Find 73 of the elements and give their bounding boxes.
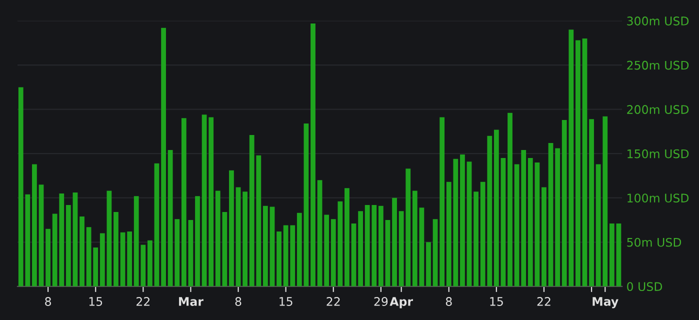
bar	[296, 212, 302, 286]
bar	[351, 224, 356, 286]
bar	[310, 23, 316, 286]
x-tick-label: Apr	[390, 297, 413, 308]
y-tick-label: 100m USD	[628, 194, 689, 203]
bar	[270, 206, 275, 286]
x-tick-label: 15	[89, 297, 102, 306]
bar	[358, 211, 363, 286]
x-tick-label: May	[592, 297, 618, 308]
bar	[500, 158, 506, 286]
bar	[440, 117, 445, 286]
x-tick-label: 22	[136, 297, 150, 306]
bar	[474, 192, 478, 286]
bar	[508, 112, 512, 286]
bar	[181, 118, 186, 286]
x-tick-label: 29	[374, 297, 388, 306]
x-tick-label: 22	[326, 297, 340, 306]
bar	[582, 38, 588, 286]
bar	[72, 192, 78, 286]
bar	[66, 204, 71, 286]
bar	[242, 192, 248, 286]
x-tick-label: 15	[490, 297, 503, 306]
bar	[460, 154, 465, 286]
x-tick-label: 15	[280, 297, 292, 306]
bar	[548, 142, 554, 286]
bar	[555, 148, 560, 286]
bar	[195, 196, 200, 286]
bar	[432, 219, 438, 286]
bar	[324, 214, 330, 286]
y-tick-label: 200m USD	[627, 105, 689, 114]
y-tick-label: 150m USD	[628, 149, 689, 158]
bar	[154, 163, 160, 286]
bar	[202, 114, 207, 286]
bar	[188, 220, 194, 286]
bar	[419, 208, 424, 286]
bar	[161, 28, 166, 286]
y-tick-label: 50m USD	[627, 238, 682, 247]
bar	[392, 198, 397, 286]
bar	[609, 224, 614, 286]
bar	[426, 242, 431, 286]
x-tick-label: 8	[446, 297, 452, 306]
bar	[46, 228, 50, 286]
y-tick-label: 250m USD	[627, 60, 689, 70]
bar	[229, 170, 234, 286]
bar	[466, 162, 472, 286]
bar	[80, 216, 84, 286]
bar	[344, 188, 350, 286]
bar	[263, 206, 268, 286]
x-tick-label: Mar	[179, 297, 204, 306]
bar	[32, 164, 37, 286]
y-tick-label: 300m USD	[627, 16, 689, 26]
y-tick-label: 0 USD	[627, 282, 662, 292]
bar	[589, 119, 594, 286]
bar	[542, 187, 546, 286]
bar	[236, 187, 241, 286]
bar	[120, 232, 126, 286]
bar	[127, 232, 132, 286]
bar	[616, 224, 622, 286]
bar	[148, 240, 152, 286]
bar	[208, 117, 214, 286]
bar	[38, 184, 44, 286]
x-tick-label: 8	[45, 297, 51, 306]
bar	[304, 124, 309, 286]
bar	[385, 220, 390, 286]
x-tick-label: 8	[235, 297, 242, 306]
bar	[276, 232, 282, 286]
x-tick-label: 22	[537, 297, 550, 306]
bar	[576, 40, 580, 286]
bar	[412, 190, 418, 286]
bar	[378, 206, 384, 286]
bar	[114, 212, 118, 286]
bar	[494, 130, 499, 286]
bar	[317, 180, 322, 286]
